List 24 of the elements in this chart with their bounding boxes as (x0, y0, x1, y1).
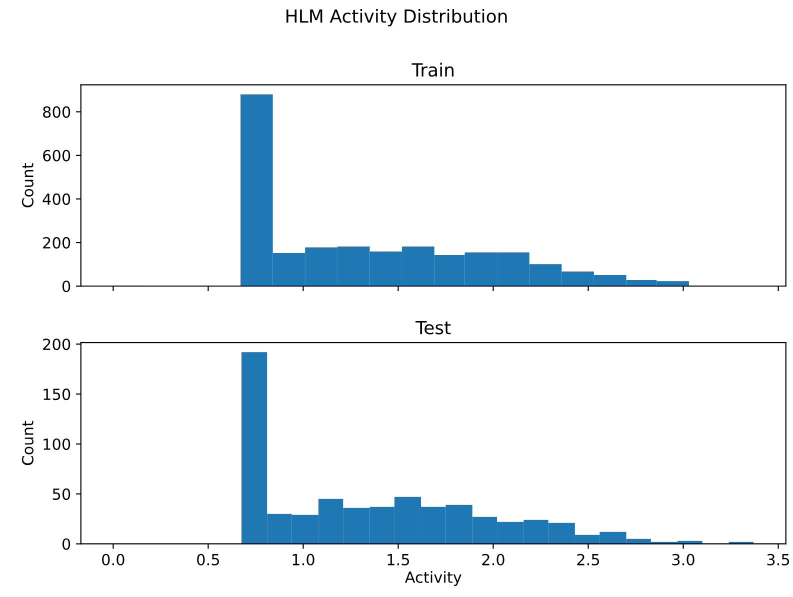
x-tick-label: 0.0 (102, 554, 124, 566)
y-tick-label: 150 (44, 388, 70, 400)
x-axis-title: Activity (404, 571, 462, 586)
x-tick-label: 1.5 (388, 554, 410, 566)
y-tick-label: 200 (43, 338, 70, 350)
x-tick-label: 2.5 (577, 554, 600, 566)
y-tick-label: 50 (52, 488, 70, 500)
x-tick-label: 0.5 (197, 554, 220, 566)
y-tick-label: 200 (43, 237, 70, 249)
chart-title: Test (416, 321, 451, 334)
text: HLM Activity Distribution (286, 8, 507, 26)
x-tick-label: 3.5 (767, 554, 790, 566)
y-tick-label: 100 (44, 438, 70, 450)
y-tick-label: 400 (42, 193, 70, 205)
y-tick-label: 0 (62, 280, 70, 292)
y-tick-label: 0 (62, 538, 70, 550)
x-tick-label: 1.0 (292, 554, 314, 566)
y-tick-label: 600 (43, 150, 70, 162)
chart-title: Train (412, 62, 454, 77)
x-tick-label: 2.0 (482, 554, 504, 566)
y-axis-title: Count (22, 420, 34, 466)
x-tick-label: 3.0 (672, 554, 694, 566)
y-axis-title: Count (22, 163, 34, 208)
y-tick-label: 800 (43, 106, 70, 118)
